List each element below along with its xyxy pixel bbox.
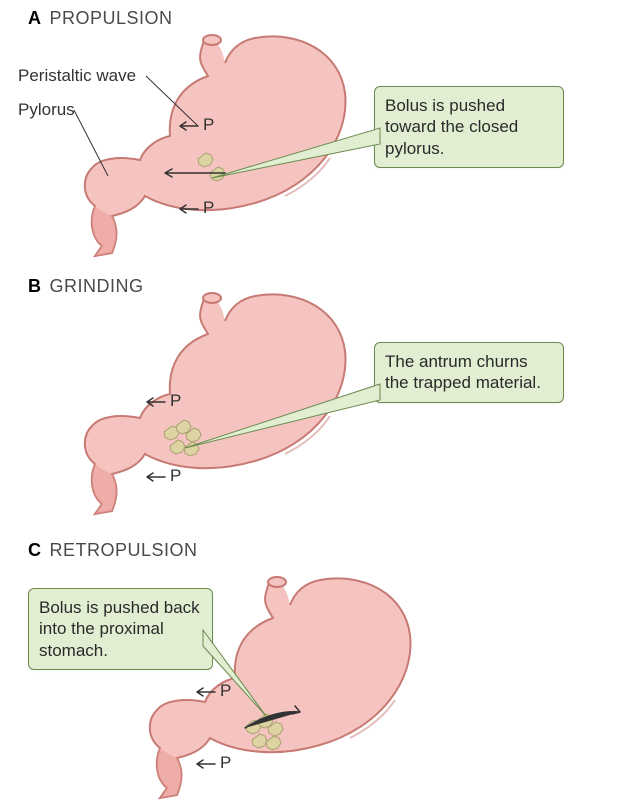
callout-pointer: [0, 8, 622, 268]
callout-pointer: [0, 276, 622, 536]
panel-a: APROPULSION P P Peristaltic wavePylorusB…: [0, 8, 622, 268]
panel-c: CRETROPULSION P P Bolus is pushed back i…: [0, 540, 622, 800]
panel-b: BGRINDING P P The antrum churns the trap…: [0, 276, 622, 536]
callout-pointer: [0, 540, 622, 800]
